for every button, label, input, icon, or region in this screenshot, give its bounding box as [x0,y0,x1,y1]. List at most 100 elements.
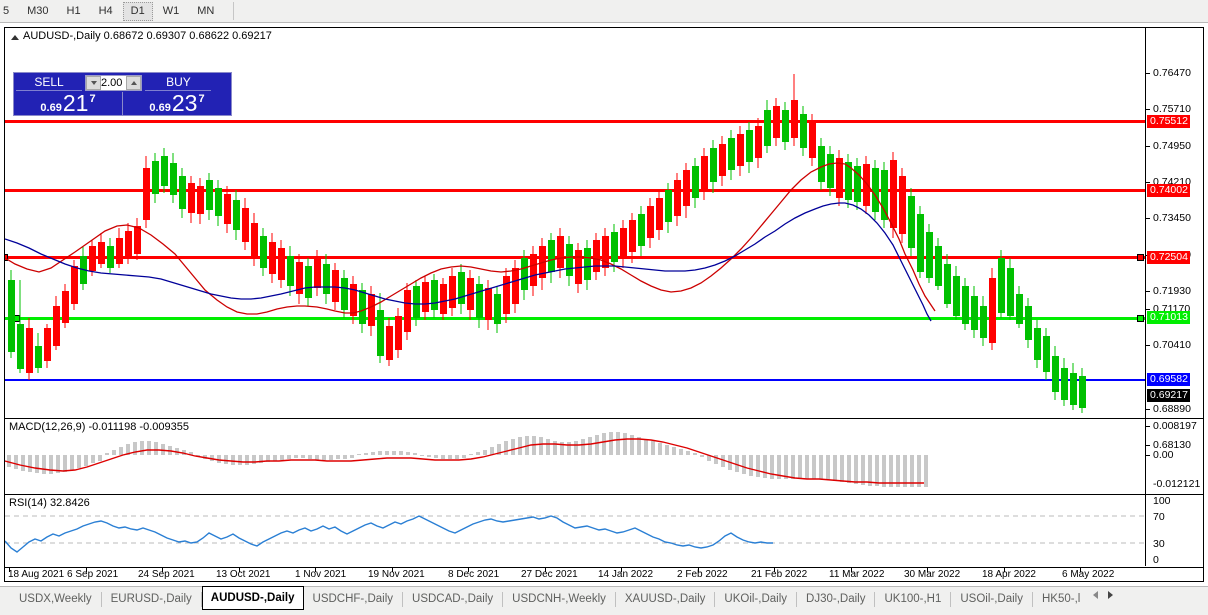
chevron-up-icon [130,81,137,85]
price-badge-last-price: 0.69217 [1147,389,1190,402]
rsi-axis-label: 70 [1153,511,1165,523]
rsi-line [5,515,773,553]
level-handle-support-1[interactable] [1137,315,1144,322]
tab-usdx-weekly[interactable]: USDX,Weekly [19,593,92,605]
timeframe-button-w1[interactable]: W1 [162,4,180,17]
volume-decrease-button[interactable] [86,76,101,90]
chart-tabbar: USDX,Weekly EURUSD-,Daily AUDUSD-,Daily … [0,586,1208,615]
price-axis-label: 0.71930 [1153,285,1191,297]
macd-pane[interactable]: MACD(12,26,9) -0.011198 -0.009355 [5,418,1203,493]
trade-panel-header: SELL 2.00 BUY [14,73,231,92]
timeframe-button-h4[interactable]: H4 [98,4,113,17]
price-axis-tick [1146,182,1150,183]
tab-usoil-daily[interactable]: USOil-,Daily [960,593,1023,605]
collapse-triangle-icon[interactable] [11,35,19,40]
price-axis-tick [1146,409,1150,410]
level-line-resistance-2[interactable] [5,189,1145,192]
price-badge-resistance-1: 0.75512 [1147,115,1190,128]
price-badge-support-2: 0.69582 [1147,373,1190,386]
tab-usdchf-daily[interactable]: USDCHF-,Daily [312,593,394,605]
date-label: 27 Dec 2021 [521,569,578,580]
sell-price-prefix: 0.69 [40,102,62,114]
price-axis-label: 0.76470 [1153,67,1191,79]
tab-divider [402,592,404,607]
scroll-left-icon[interactable] [1093,591,1099,599]
one-click-trading-panel[interactable]: SELL 2.00 BUY 0.69 21 7 0.69 [13,72,232,116]
sell-button[interactable]: 0.69 21 7 [14,92,122,115]
date-label: 14 Jan 2022 [598,569,654,580]
macd-axis-label: -0.012121 [1153,478,1201,490]
price-axis-tick [1146,146,1150,147]
rsi-title: RSI(14) 32.8426 [9,497,90,509]
volume-input[interactable]: 2.00 [101,76,127,90]
scroll-right-icon[interactable] [1108,591,1114,599]
date-tick [86,568,87,572]
moving-average-fast [5,162,936,315]
sell-label[interactable]: SELL [16,75,82,91]
buy-price-prefix: 0.69 [149,102,171,114]
price-axis-tick [1146,109,1150,110]
price-axis-label: 0.70410 [1153,339,1191,351]
date-label: 2 Feb 2022 [677,569,728,580]
level-line-support-1[interactable] [5,317,1145,320]
tab-eurusd-daily[interactable]: EURUSD-,Daily [110,593,192,605]
date-tick [927,568,928,572]
tab-usdcad-daily[interactable]: USDCAD-,Daily [412,593,494,605]
date-tick [1080,568,1081,572]
sell-price-fraction: 7 [89,93,96,105]
candlestick-series [8,74,1086,413]
price-badge-support-1: 0.71013 [1147,311,1190,324]
timeframe-button-m30[interactable]: M30 [27,4,49,17]
tab-hk50[interactable]: HK50-,l [1041,593,1081,605]
level-line-support-2[interactable] [5,379,1145,381]
chart-frame: AUDUSD-,Daily 0.68672 0.69307 0.68622 0.… [4,27,1204,582]
date-tick [9,568,10,572]
rsi-pane[interactable]: RSI(14) 32.8426 100 70 30 0 [5,494,1203,566]
volume-stepper[interactable]: 2.00 [85,75,143,91]
rsi-axis-label: 30 [1153,538,1165,550]
date-tick [315,568,316,572]
date-label: 21 Feb 2022 [751,569,808,580]
timeframe-button-h1[interactable]: H1 [66,4,81,17]
date-tick [545,568,546,572]
price-axis-tick [1146,291,1150,292]
tab-scroll-controls[interactable] [1093,591,1114,599]
timeframe-button-mn[interactable]: MN [197,4,215,17]
tab-divider [950,592,952,607]
tab-divider [874,592,876,607]
moving-average-slow [5,202,932,322]
trade-panel-prices: 0.69 21 7 0.69 23 7 [14,92,231,115]
level-handle-resistance-3-left[interactable] [5,254,8,261]
date-label: 6 May 2022 [1062,569,1115,580]
price-axis-label-bottom: 0.68130 [1153,439,1191,451]
date-tick [468,568,469,572]
tab-dj30-daily[interactable]: DJ30-,Daily [806,593,866,605]
tab-xauusd-daily[interactable]: XAUUSD-,Daily [624,593,706,605]
date-tick [774,568,775,572]
buy-label[interactable]: BUY [145,75,212,91]
buy-button[interactable]: 0.69 23 7 [122,92,231,115]
tab-divider [796,592,798,607]
date-tick [1004,568,1005,572]
macd-signal-line [5,438,924,484]
tab-usdcnh-weekly[interactable]: USDCNH-,Weekly [512,593,606,605]
tab-divider [614,592,616,607]
volume-increase-button[interactable] [126,76,142,90]
timeframe-button-m5[interactable]: 5 [3,4,10,17]
price-axis-label: 0.75710 [1153,103,1191,115]
level-line-resistance-1[interactable] [5,120,1145,123]
macd-title: MACD(12,26,9) -0.011198 -0.009355 [9,421,189,433]
date-label: 18 Aug 2021 [8,569,65,580]
tab-audusd-daily[interactable]: AUDUSD-,Daily [201,586,304,610]
date-label: 1 Nov 2021 [295,569,347,580]
price-pane[interactable]: AUDUSD-,Daily 0.68672 0.69307 0.68622 0.… [5,28,1203,417]
macd-axis-tick [1146,426,1150,427]
chevron-down-icon [90,81,97,85]
price-axis-tick [1146,345,1150,346]
date-tick [392,568,393,572]
tab-uk100-h1[interactable]: UK100-,H1 [884,593,942,605]
tab-ukoil-daily[interactable]: UKOil-,Daily [724,593,788,605]
timeframe-button-d1[interactable]: D1 [122,1,153,21]
level-handle-resistance-3[interactable] [1137,254,1144,261]
